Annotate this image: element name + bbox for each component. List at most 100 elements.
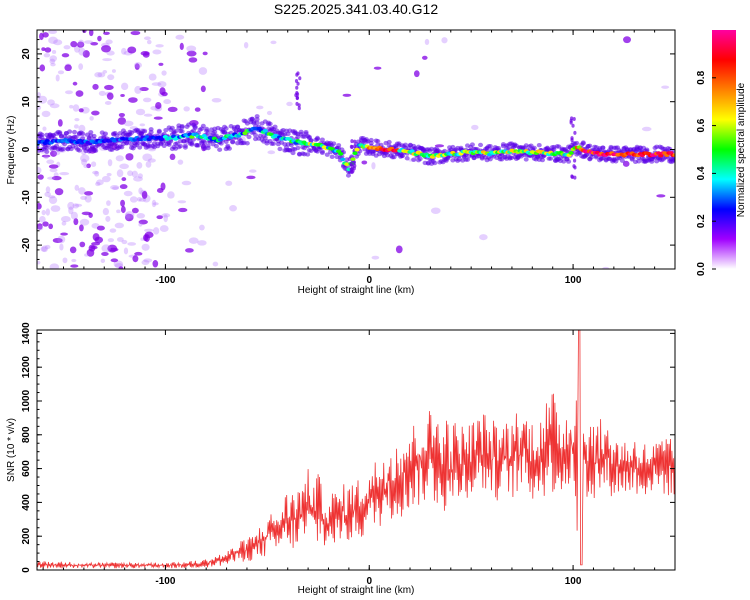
snr-y-axis-label: SNR (10 * v/v) (6, 418, 17, 482)
spectrogram-noise-blob (125, 153, 134, 161)
spectrogram-noise-blob (77, 41, 85, 48)
spectrogram-noise-blob (84, 191, 94, 196)
spectrogram-noise-blob (144, 228, 154, 233)
spectrogram-noise-blob (50, 150, 58, 157)
snr-y-tick-label: 400 (21, 494, 32, 511)
spectrogram-noise-blob (479, 234, 488, 241)
spectrogram-noise-blob (155, 102, 162, 110)
spectrogram-band-halo (580, 140, 586, 145)
colorbar-tick-label: 0.0 (696, 262, 707, 276)
spectrogram-band-halo (375, 138, 381, 144)
spectrogram-band-halo (244, 141, 250, 146)
snr-y-tick-label: 800 (21, 426, 32, 443)
spectrogram-noise-blob (110, 185, 120, 190)
colorbar: 0.0 0.2 0.4 0.6 0.8 Normalized spectral ampl… (696, 30, 747, 276)
spectrogram-signal-cell (354, 147, 360, 152)
spectrogram-band-halo (67, 129, 73, 134)
snr-plot-area (37, 330, 675, 569)
spectrogram-noise-blob (371, 255, 380, 260)
spectrogram-noise-blob (155, 44, 164, 48)
spectrogram-noise-blob (70, 211, 78, 220)
spectrogram-noise-blob (188, 57, 198, 63)
spectrogram-noise-blob (75, 90, 84, 97)
spectrogram-noise-blob (105, 39, 113, 45)
snr-y-tick-label: 1400 (21, 322, 32, 345)
spectrogram-y-tick-label: -20 (21, 237, 32, 252)
spectrogram-noise-blob (39, 64, 46, 72)
spectrogram-noise-blob (51, 50, 57, 54)
spectrogram-spike-blob (298, 76, 302, 81)
spectrogram-band-halo (432, 160, 438, 166)
spectrogram-noise-blob (163, 99, 172, 105)
spectrogram-signal-cell (568, 151, 574, 155)
spectrogram-noise-blob (602, 266, 610, 269)
spectrogram-noise-blob (138, 219, 148, 225)
spectrogram-noise-blob (74, 203, 83, 207)
spectrogram-noise-blob (42, 126, 47, 131)
spectrogram-spike-blob (573, 130, 577, 135)
spectrogram-noise-blob (107, 74, 115, 81)
spectrogram-noise-blob (147, 158, 156, 163)
spectrogram-noise-blob (202, 51, 208, 56)
spectrogram-noise-blob (109, 228, 117, 233)
spectrogram-signal-cell (409, 149, 415, 153)
spectrogram-signal-cell (211, 136, 217, 141)
spectrogram-noise-blob (212, 261, 219, 267)
spectrogram-noise-blob (159, 225, 169, 233)
spectrogram-band-halo (306, 134, 312, 140)
spectrogram-band-halo (636, 159, 642, 164)
spectrogram-noise-blob (49, 167, 58, 173)
spectrogram-noise-blob (41, 154, 51, 158)
spectrogram-band-halo (177, 144, 183, 149)
spectrogram-noise-blob (90, 161, 97, 168)
spectrogram-noise-blob (141, 243, 150, 251)
spectrogram-noise-blob (123, 120, 134, 127)
spectrogram-noise-blob (199, 224, 205, 231)
spectrogram-noise-blob (48, 164, 59, 169)
spectrogram-band-halo (246, 134, 252, 140)
spectrogram-noise-blob (78, 63, 84, 71)
spectrogram-heatmap (37, 30, 675, 269)
spectrogram-band-halo (213, 143, 219, 149)
spectrogram-noise-blob (86, 163, 91, 169)
spectrogram-noise-blob (177, 159, 184, 165)
spectrogram-spike-blob (573, 175, 577, 180)
spectrogram-noise-blob (256, 105, 264, 110)
spectrogram-band-halo (319, 137, 325, 142)
spectrogram-noise-blob (125, 211, 135, 219)
spectrogram-noise-blob (57, 235, 66, 244)
spectrogram-noise-blob (97, 72, 106, 78)
spectrogram-noise-blob (130, 30, 141, 36)
spectrogram-noise-blob (161, 213, 171, 218)
spectrogram-noise-blob (183, 106, 190, 112)
spectrogram-noise-blob (102, 58, 113, 62)
spectrogram-spike-blob (294, 93, 298, 98)
snr-x-tick-label: 100 (565, 576, 582, 587)
spectrogram-noise-blob (71, 258, 77, 263)
spectrogram-noise-blob (103, 31, 110, 36)
spectrogram-noise-blob (68, 206, 74, 215)
spectrogram-noise-blob (127, 242, 137, 246)
spectrogram-noise-blob (61, 221, 67, 226)
spectrogram-noise-blob (143, 258, 153, 263)
spectrogram-band-halo (672, 157, 675, 163)
spectrogram-band-halo (205, 130, 211, 135)
spectrogram-noise-blob (43, 155, 49, 160)
spectrogram-noise-blob (48, 30, 58, 35)
spectrogram-noise-blob (169, 153, 176, 161)
spectrogram-noise-blob (49, 58, 56, 64)
spectrogram-noise-blob (186, 45, 197, 52)
spectrogram-noise-blob (121, 82, 129, 91)
spectrogram-y-tick-label: 20 (21, 48, 32, 60)
spectrogram-noise-blob (158, 62, 164, 66)
spectrogram-noise-blob (45, 186, 51, 194)
spectrogram-spike-blob (572, 116, 576, 121)
spectrogram-noise-blob (175, 34, 185, 40)
spectrogram-noise-blob (44, 47, 52, 53)
spectrogram-noise-blob (37, 203, 42, 210)
spectrogram-band-halo (173, 129, 179, 134)
spectrogram-band-halo (319, 149, 325, 154)
spectrogram-band-halo (285, 131, 291, 137)
spectrogram-noise-blob (134, 62, 142, 69)
